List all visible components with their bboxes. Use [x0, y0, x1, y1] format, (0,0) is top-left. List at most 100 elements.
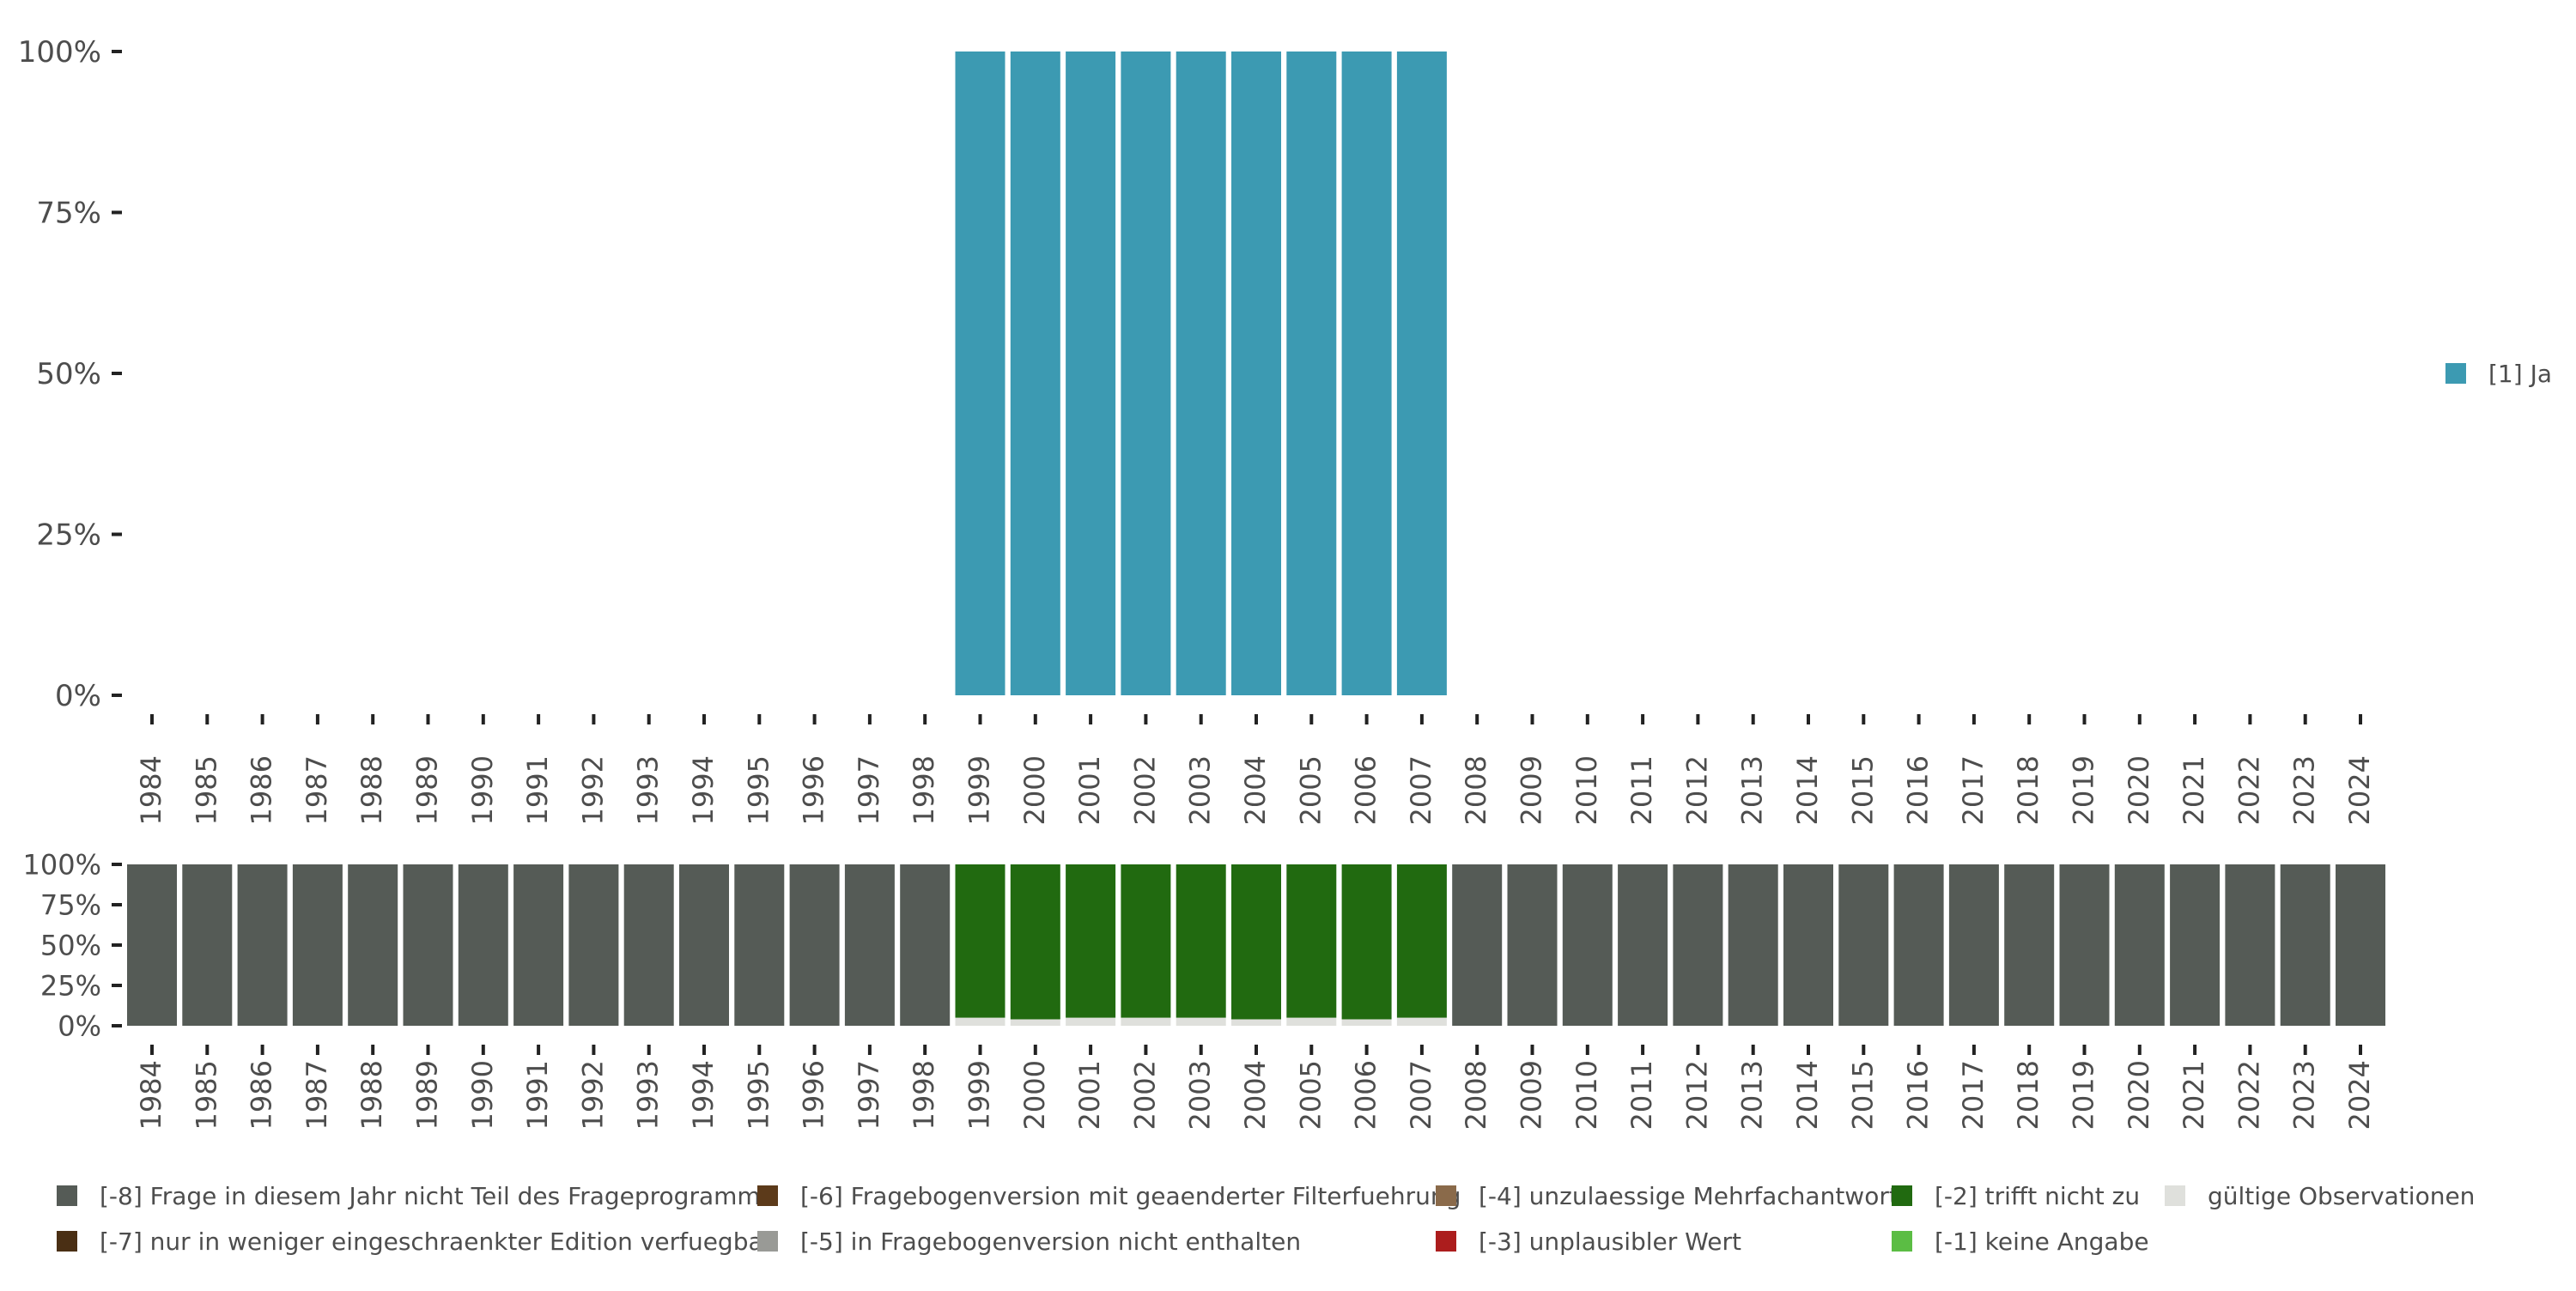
bottom-x-tick-label: 2000 [1018, 1060, 1051, 1130]
bottom-x-tick-label: 1987 [301, 1060, 333, 1130]
bottom-bar [1010, 1019, 1060, 1026]
top-chart-legend: [1] Ja [2445, 360, 2552, 388]
bottom-bar [1673, 864, 1723, 1026]
bottom-bar [237, 864, 288, 1026]
top-x-tick-label: 2019 [2068, 755, 2100, 825]
top-x-tick-label: 1984 [135, 755, 167, 825]
legend-swatch [1892, 1231, 1912, 1252]
legend-swatch [757, 1231, 778, 1252]
top-x-tick-label: 1985 [190, 755, 222, 825]
legend-swatch [757, 1185, 778, 1206]
top-chart: 0% 25% 50% 75% 100% 1984 1985 1986 1987 1988 1989 1… [18, 35, 2376, 825]
bottom-x-tick-label: 2004 [1239, 1060, 1272, 1130]
top-x-tick-label: 2024 [2343, 755, 2376, 825]
bottom-x-tick-label: 1997 [853, 1060, 885, 1130]
bottom-x-tick-label: 1991 [521, 1060, 554, 1130]
bottom-bar [955, 1017, 1005, 1026]
legend-label: [-3] unplausibler Wert [1479, 1227, 1741, 1256]
top-x-tick-label: 2003 [1184, 755, 1217, 825]
bottom-x-tick-label: 1989 [411, 1060, 444, 1130]
bottom-bar [513, 864, 564, 1026]
bottom-x-tick-label: 1985 [190, 1060, 222, 1130]
legend-swatch [1436, 1185, 1456, 1206]
bottom-bar [348, 864, 398, 1026]
top-x-tick-label: 2012 [1680, 755, 1713, 825]
bottom-bar [127, 864, 177, 1026]
bottom-y-tick-label: 100% [23, 849, 101, 882]
bottom-x-tick-label: 2011 [1625, 1060, 1658, 1130]
top-x-tick-label: 2020 [2123, 755, 2155, 825]
top-x-tick-label: 2018 [2012, 755, 2044, 825]
bottom-x-tick-label: 2006 [1350, 1060, 1382, 1130]
top-x-tick-label: 2011 [1625, 755, 1658, 825]
bottom-bar [2225, 864, 2275, 1026]
bottom-y-tick-label: 75% [40, 889, 101, 922]
bottom-x-tick-label: 2010 [1571, 1060, 1603, 1130]
bottom-bar [1231, 864, 1281, 1020]
top-x-tick-label: 1992 [576, 755, 609, 825]
bottom-bar [1893, 864, 1944, 1026]
top-bar [955, 52, 1005, 695]
bottom-x-tick-label: 2018 [2012, 1060, 2044, 1130]
legend-label: [-2] trifft nicht zu [1935, 1182, 2140, 1210]
top-x-tick-label: 2014 [1791, 755, 1824, 825]
bottom-x-tick-label: 2013 [1736, 1060, 1769, 1130]
bottom-bar [403, 864, 453, 1026]
bottom-x-tick-label: 1999 [963, 1060, 996, 1130]
top-x-tick-label: 2023 [2288, 755, 2321, 825]
bottom-x-tick-label: 2012 [1680, 1060, 1713, 1130]
bottom-bar [679, 864, 729, 1026]
top-x-tick-label: 2006 [1350, 755, 1382, 825]
top-x-tick-label: 2001 [1073, 755, 1106, 825]
bottom-x-tick-label: 1992 [576, 1060, 609, 1130]
top-y-tick-label: 25% [36, 518, 101, 553]
bottom-chart-legend: [-8] Frage in diesem Jahr nicht Teil des… [57, 1182, 2475, 1256]
top-x-tick-label: 2005 [1294, 755, 1327, 825]
bottom-bar [1066, 1017, 1116, 1026]
bottom-bar [1452, 864, 1503, 1026]
bottom-y-tick-label: 25% [40, 970, 101, 1003]
bottom-x-tick-label: 2023 [2288, 1060, 2321, 1130]
top-x-tick-label: 1986 [246, 755, 278, 825]
bottom-x-tick-label: 2005 [1294, 1060, 1327, 1130]
bottom-x-tick-label: 2022 [2233, 1060, 2265, 1130]
bottom-bar [1286, 864, 1337, 1018]
legend-label: [-1] keine Angabe [1935, 1227, 2149, 1256]
top-bar [1176, 52, 1226, 695]
bottom-bar [1507, 864, 1558, 1026]
top-x-tick-label: 2004 [1239, 755, 1272, 825]
legend-swatch-ja [2445, 363, 2466, 384]
bottom-x-tick-label: 2014 [1791, 1060, 1824, 1130]
top-x-tick-label: 2002 [1128, 755, 1161, 825]
bottom-bar [1176, 864, 1226, 1018]
bottom-x-tick-label: 2021 [2178, 1060, 2210, 1130]
bottom-bar [1341, 1019, 1392, 1026]
bottom-x-tick-label: 1994 [687, 1060, 720, 1130]
legend-label: [-4] unzulaessige Mehrfachantwort [1479, 1182, 1899, 1210]
bottom-bar [2114, 864, 2165, 1026]
bottom-bar [182, 864, 233, 1026]
legend-label-ja: [1] Ja [2488, 360, 2552, 388]
bottom-bar [1066, 864, 1116, 1018]
bottom-bar [1010, 864, 1060, 1020]
bottom-bar [2336, 864, 2385, 1026]
top-y-tick-label: 50% [36, 357, 101, 391]
bottom-bar [1286, 1017, 1337, 1026]
bottom-bar [2004, 864, 2055, 1026]
bottom-x-tick-label: 1995 [742, 1060, 775, 1130]
bottom-x-tick-label: 2016 [1902, 1060, 1935, 1130]
bottom-x-tick-label: 1984 [135, 1060, 167, 1130]
bottom-x-tick-label: 2019 [2068, 1060, 2100, 1130]
bottom-x-tick-label: 2015 [1846, 1060, 1879, 1130]
bottom-bar [292, 864, 343, 1026]
top-x-tick-label: 1996 [798, 755, 830, 825]
bottom-bar [1948, 864, 1999, 1026]
legend-label: gültige Observationen [2208, 1182, 2475, 1210]
top-x-tick-label: 1994 [687, 755, 720, 825]
bottom-bar [2059, 864, 2110, 1026]
bottom-x-tick-label: 2020 [2123, 1060, 2155, 1130]
bottom-bar [1341, 864, 1392, 1020]
legend-label: [-5] in Fragebogenversion nicht enthalte… [800, 1227, 1301, 1256]
bottom-x-tick-label: 2007 [1405, 1060, 1437, 1130]
bottom-x-tick-label: 1986 [246, 1060, 278, 1130]
